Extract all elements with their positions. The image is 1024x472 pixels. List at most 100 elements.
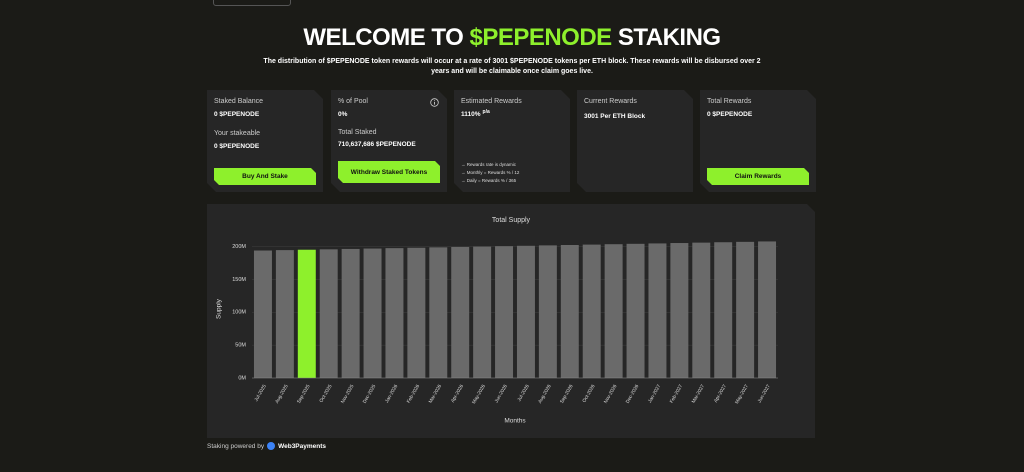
x-tick-label: Aug-2026 [537, 383, 553, 404]
bar [342, 249, 360, 378]
bar [605, 244, 623, 378]
card-value: 0 $PEPENODE [214, 111, 260, 118]
card-value: 0 $PEPENODE [214, 143, 260, 150]
card: Current Rewards 3001 Per ETH Block [577, 90, 693, 192]
x-tick-label: Mar-2027 [691, 383, 707, 404]
x-axis-label: Months [504, 418, 526, 425]
bar [561, 245, 579, 378]
bar [692, 243, 710, 378]
card: Total Rewards 0 $PEPENODE Claim Rewards [700, 90, 816, 192]
card-label: Estimated Rewards [461, 98, 522, 105]
bar [385, 248, 403, 378]
page-title: WELCOME TO $PEPENODE STAKING [0, 24, 1024, 52]
button[interactable]: Withdraw Staked Tokens [338, 161, 440, 183]
bar [407, 248, 425, 378]
bar [298, 250, 316, 378]
description: The distribution of $PEPENODE token rewa… [263, 58, 761, 75]
x-tick-label: Nov-2025 [340, 383, 356, 404]
card-value: 0 $PEPENODE [707, 111, 753, 118]
y-tick-label: 50M [235, 343, 246, 349]
card-label: Total Rewards [707, 98, 752, 105]
bar [583, 245, 601, 378]
bar [451, 247, 469, 378]
card: Estimated Rewards 1110% p/a → Rewards rat… [454, 90, 570, 192]
card-label: Total Staked [338, 129, 377, 136]
x-tick-label: Jul-2026 [516, 383, 531, 402]
x-tick-label: Feb-2027 [669, 383, 685, 404]
card-value: 1110% p/a [461, 109, 490, 118]
x-tick-label: Jan-2027 [647, 383, 662, 404]
bar [517, 246, 535, 378]
x-tick-label: Apr-2027 [713, 383, 728, 403]
bar [320, 249, 338, 378]
card-label: % of Pool [338, 98, 368, 105]
x-tick-label: Dec-2026 [625, 383, 641, 404]
title-start: WELCOME TO [303, 24, 464, 51]
title-end: STAKING [617, 24, 721, 51]
bar [714, 242, 732, 378]
x-tick-label: Jun-2027 [757, 383, 772, 404]
x-tick-label: Apr-2026 [450, 383, 465, 403]
x-tick-label: Mar-2026 [428, 383, 444, 404]
bar [736, 242, 754, 378]
value: 3001 [584, 113, 599, 120]
y-tick-label: 100M [232, 310, 246, 316]
button[interactable]: Claim Rewards [707, 168, 809, 185]
note: → Rewards rate is dynamic [461, 162, 517, 167]
bar [364, 249, 382, 378]
brand[interactable]: Web3Payments [278, 442, 327, 450]
bar [473, 247, 491, 378]
x-tick-label: Feb-2026 [406, 383, 422, 404]
x-tick-label: Aug-2025 [274, 383, 290, 404]
y-tick-label: 150M [232, 277, 246, 283]
unit: p/a [482, 109, 490, 115]
x-tick-label: Sep-2026 [559, 383, 575, 404]
x-tick-label: May-2027 [734, 383, 750, 405]
bar [670, 243, 688, 378]
top-button-outline [213, 0, 291, 6]
x-tick-label: May-2026 [471, 383, 487, 405]
y-tick-label: 0M [238, 375, 246, 381]
chart-panel: Total Supply Supply Months 0M 50M 100M 150M… [207, 204, 815, 438]
x-tick-label: Jul-2025 [253, 383, 268, 402]
bar [539, 245, 557, 378]
notes: → Rewards rate is dynamic → Monthly = Re… [461, 161, 519, 185]
y-tick-label: 200M [232, 244, 246, 250]
note: → Daily = Rewards % / 365 [461, 178, 517, 183]
bar [495, 246, 513, 378]
bar [627, 244, 645, 378]
note: → Monthly = Rewards % / 12 [461, 170, 520, 175]
button[interactable]: Buy And Stake [214, 168, 316, 185]
chart: Total Supply Supply Months 0M 50M 100M 150M… [207, 204, 815, 438]
card-value: 3001 Per ETH Block [584, 113, 645, 120]
title-highlight: $PEPENODE [469, 24, 612, 51]
footer: Staking powered by Web3Payments [207, 442, 326, 450]
x-tick-label: Oct-2025 [318, 383, 333, 403]
value: 1110% [461, 111, 481, 119]
unit: Per ETH Block [600, 113, 646, 120]
x-tick-label: Sep-2025 [296, 383, 312, 404]
y-axis-label: Supply [216, 298, 223, 319]
x-tick-label: Oct-2026 [581, 383, 596, 403]
brand-logo [267, 442, 276, 450]
card: Staked Balance 0 $PEPENODE Your stakeabl… [207, 90, 323, 192]
info-icon[interactable] [430, 98, 439, 107]
x-tick-label: Nov-2026 [603, 383, 619, 404]
card-value: 0% [338, 111, 348, 118]
bar [276, 250, 294, 378]
x-tick-label: Jan-2026 [384, 383, 399, 404]
bar [254, 251, 272, 378]
card-label: Current Rewards [584, 98, 637, 105]
footer-text: Staking powered by [207, 442, 265, 450]
bar [429, 247, 447, 378]
x-tick-label: Dec-2025 [362, 383, 378, 404]
card: % of Pool 0% Total Staked 710,637,686 $P… [331, 90, 447, 192]
chart-title: Total Supply [492, 217, 531, 224]
card-label: Your stakeable [214, 130, 261, 137]
x-tick-label: Jun-2026 [494, 383, 509, 404]
bar [648, 243, 666, 378]
card-label: Staked Balance [214, 98, 264, 105]
bar [758, 241, 776, 378]
card-value: 710,637,686 $PEPENODE [338, 141, 416, 148]
